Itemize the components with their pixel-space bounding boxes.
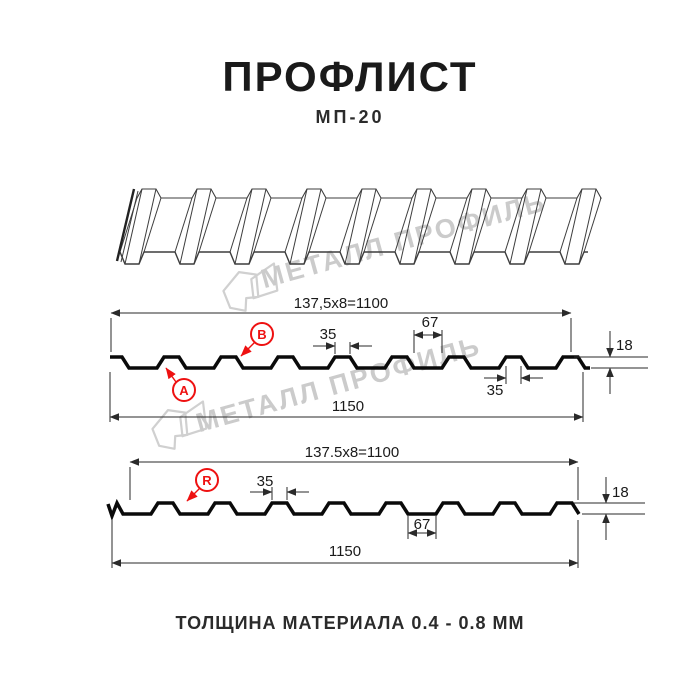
product-code: МП-20	[315, 107, 385, 127]
dim-valley-width-label: 67	[422, 314, 439, 331]
cross-section-2: 137.5x8=1100 35 18 67 1150 R	[106, 444, 645, 568]
rib-edge-line	[509, 188, 528, 265]
brand-logo-left-shape	[151, 409, 189, 450]
rib-edge-line	[583, 197, 602, 253]
watermark-text: МЕТАЛЛ ПРОФИЛЬ	[258, 187, 550, 295]
rib-edge-line	[559, 197, 578, 253]
rib-edge-line	[193, 188, 212, 265]
rib-edge-line	[564, 188, 583, 265]
rib-edge-line	[468, 188, 487, 265]
rib-edge-line	[303, 188, 322, 265]
material-thickness-note: ТОЛЩИНА МАТЕРИАЛА 0.4 - 0.8 ММ	[175, 613, 525, 633]
marker-a-leader	[165, 367, 177, 383]
marker-r-label: R	[202, 473, 212, 488]
rib-edge-line	[174, 197, 193, 253]
marker-r-circle	[195, 468, 219, 492]
dim-rib-width-label: 35	[257, 473, 274, 490]
dim-rib-bottom-width-label: 35	[487, 382, 504, 399]
rib-edge-line	[143, 197, 162, 253]
rib-edge-line	[339, 197, 358, 253]
watermark-2: МЕТАЛЛ ПРОФИЛЬ	[151, 331, 485, 450]
dim-rib-width-label: 35	[320, 326, 337, 343]
rib-edge-line	[344, 188, 363, 265]
rib-edge-line	[394, 197, 413, 253]
rib-edge-line	[413, 188, 432, 265]
brand-logo-right-shape	[250, 262, 279, 300]
rib-edge-line	[399, 188, 418, 265]
page-header: ПРОФЛИСТ МП-20	[0, 56, 700, 128]
marker-b-leader	[240, 341, 256, 357]
profile-outline	[110, 355, 590, 370]
sheet-back-edge	[136, 188, 602, 199]
rib-edge-line	[138, 188, 157, 265]
rib-edge-line	[198, 197, 217, 253]
dim-height-label: 18	[612, 484, 629, 501]
sheet-left-edge	[120, 190, 139, 263]
rib-edge-line	[289, 188, 308, 265]
sheet-3d-view	[115, 188, 602, 265]
dim-valley-width-label: 67	[414, 516, 431, 533]
marker-a-label: A	[179, 383, 189, 398]
dim-overall-width-label: 1150	[329, 543, 361, 560]
dim-pitch-label: 137,5x8=1100	[294, 295, 388, 312]
marker-r-leader	[186, 487, 201, 502]
rib-edge-line	[528, 197, 547, 253]
rib-edge-line	[124, 188, 143, 265]
watermark-text: МЕТАЛЛ ПРОФИЛЬ	[193, 331, 485, 439]
brand-logo-left-shape	[222, 271, 260, 312]
rib-edge-line	[234, 188, 253, 265]
rib-edge-line	[248, 188, 267, 265]
rib-edge-line	[284, 197, 303, 253]
brand-logo-icon	[151, 400, 208, 450]
rib-edge-line	[229, 197, 248, 253]
rib-edge-line	[308, 197, 327, 253]
marker-b-label: B	[257, 327, 266, 342]
rib-edge-line	[523, 188, 542, 265]
rib-edge-line	[179, 188, 198, 265]
rib-edge-line	[253, 197, 272, 253]
profile-outline	[106, 498, 581, 522]
brand-logo-icon	[222, 262, 279, 312]
rib-edge-line	[358, 188, 377, 265]
marker-b-circle	[250, 322, 274, 346]
sheet-left-edge	[115, 188, 136, 262]
brand-logo-right-shape	[179, 400, 208, 438]
cross-section-1: 137,5x8=1100 35 67 18 35 1150 A	[109, 295, 648, 422]
rib-edge-line	[449, 197, 468, 253]
page-title: ПРОФЛИСТ	[222, 53, 478, 100]
dim-pitch-label: 137.5x8=1100	[305, 444, 399, 461]
rib-edge-line	[504, 197, 523, 253]
dim-height-label: 18	[616, 337, 633, 354]
rib-edge-line	[363, 197, 382, 253]
rib-edge-line	[418, 197, 437, 253]
dim-overall-width-label: 1150	[332, 398, 364, 415]
sheet-front-edge	[119, 251, 588, 265]
rib-edge-line	[473, 197, 492, 253]
rib-edge-line	[454, 188, 473, 265]
marker-a-circle	[172, 378, 196, 402]
rib-edge-line	[578, 188, 597, 265]
